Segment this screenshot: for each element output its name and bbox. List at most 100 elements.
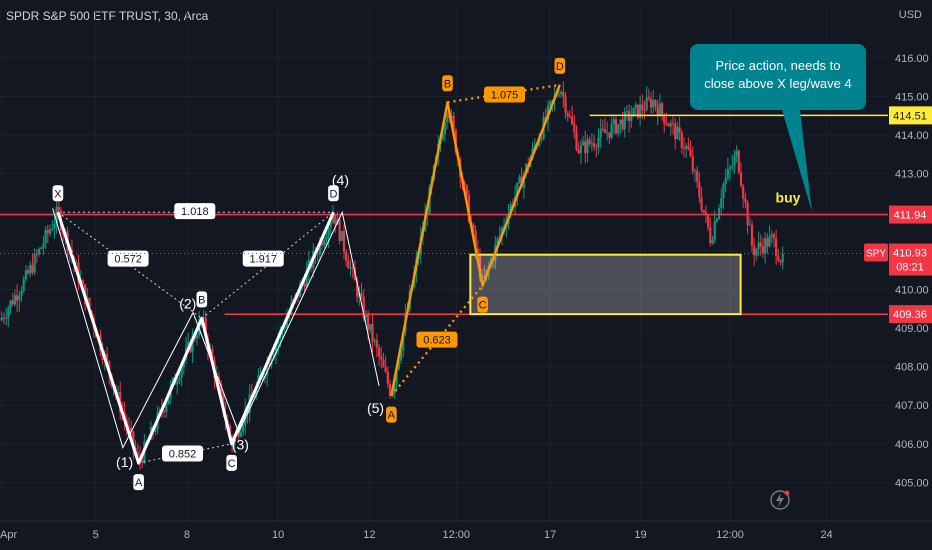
candle-body bbox=[239, 431, 242, 437]
x-tick-label: Apr bbox=[0, 529, 17, 541]
candle-body bbox=[658, 103, 661, 116]
candle-body bbox=[610, 124, 613, 138]
candle-body bbox=[619, 119, 622, 125]
x-tick-label: 12 bbox=[363, 529, 375, 541]
candle-body bbox=[182, 359, 185, 368]
candle-body bbox=[165, 404, 168, 413]
price-level-tag: 411.94 bbox=[889, 205, 932, 224]
price-level-tag-bg bbox=[889, 305, 932, 324]
white-ratio-label: 1.917 bbox=[242, 250, 284, 267]
orange-point-c-bg bbox=[477, 296, 488, 313]
candle-body bbox=[356, 280, 359, 297]
candle-body bbox=[303, 283, 306, 287]
lightning-icon[interactable] bbox=[770, 490, 790, 510]
candle-body bbox=[9, 300, 12, 309]
candle-body bbox=[777, 256, 780, 261]
orange-point-b: B bbox=[442, 75, 453, 92]
candle-body bbox=[757, 242, 760, 250]
candle-body bbox=[327, 227, 330, 237]
candle-body bbox=[590, 143, 593, 145]
candle-body bbox=[204, 317, 207, 338]
candle-body bbox=[116, 391, 120, 394]
candle-body bbox=[617, 124, 620, 134]
candle-body bbox=[305, 269, 308, 287]
candle-body bbox=[597, 137, 600, 148]
candle-body bbox=[380, 356, 383, 360]
wave-label: (3) bbox=[232, 437, 249, 453]
candle-body bbox=[11, 300, 14, 305]
white-point-c-bg bbox=[226, 454, 237, 471]
candle-body bbox=[465, 185, 468, 195]
price-level-tag-bg bbox=[889, 205, 932, 224]
symbol-tag-bg bbox=[864, 243, 888, 262]
orange-point-d: D bbox=[554, 57, 566, 74]
price-level-tag: 409.36 bbox=[889, 305, 932, 324]
candle-body bbox=[382, 359, 385, 368]
white-point-a: A bbox=[133, 474, 144, 491]
orange-pattern-legs bbox=[390, 84, 561, 396]
y-tick-label: 416.00 bbox=[895, 53, 929, 65]
candle-body bbox=[20, 291, 23, 296]
current-price-bg bbox=[889, 243, 932, 276]
wave-outline bbox=[52, 208, 380, 450]
candle-body bbox=[682, 147, 686, 149]
candle-body bbox=[674, 123, 677, 140]
candle-body bbox=[202, 317, 205, 319]
pattern-labels: X A B C D 1.018 0.572 1.917 0.852 A B C D 1.075 0.623 (… bbox=[52, 57, 801, 491]
candle-body bbox=[761, 246, 765, 254]
wave-label: (4) bbox=[332, 172, 349, 188]
candle-body bbox=[402, 331, 405, 351]
buy-label: buy bbox=[776, 190, 801, 206]
price-level-tag-text: 414.51 bbox=[893, 110, 927, 122]
orange-point-c-text: C bbox=[479, 300, 487, 312]
candle-body bbox=[371, 324, 374, 342]
candle-body bbox=[44, 229, 47, 244]
candle-body bbox=[57, 206, 60, 211]
candle-body bbox=[614, 119, 618, 134]
candle-body bbox=[338, 218, 341, 241]
candle-body bbox=[334, 215, 337, 225]
candle-body bbox=[715, 219, 718, 222]
candle-body bbox=[755, 249, 758, 256]
orange-ratio-label-bg bbox=[416, 331, 458, 348]
candle-body bbox=[748, 224, 751, 226]
candle-body bbox=[443, 122, 446, 135]
x-tick-label: 12:00 bbox=[716, 529, 744, 541]
symbol-tag-text: SPY bbox=[866, 249, 886, 260]
candle-body bbox=[737, 150, 740, 173]
orange-ratio-label: 0.623 bbox=[416, 331, 458, 348]
candle-body bbox=[678, 127, 681, 133]
candle-body bbox=[452, 115, 455, 130]
candle-body bbox=[369, 324, 372, 330]
candle-body bbox=[472, 224, 475, 231]
wave-label: (1) bbox=[116, 454, 133, 470]
price-axis: 405.00 406.00 407.00 408.00 409.00 410.00 411.… bbox=[0, 53, 932, 489]
x-tick-label: 5 bbox=[93, 529, 99, 541]
price-level-tag-bg bbox=[889, 106, 932, 125]
candle-body bbox=[579, 145, 582, 154]
candle-body bbox=[753, 245, 756, 256]
candle-body bbox=[704, 212, 708, 215]
candle-body bbox=[176, 381, 179, 385]
candle-body bbox=[538, 140, 541, 146]
orange-point-a: A bbox=[386, 406, 397, 423]
candle-body bbox=[33, 253, 36, 273]
white-ratio-label-text: 1.018 bbox=[181, 206, 209, 218]
white-point-b: B bbox=[196, 291, 208, 308]
candle-body bbox=[733, 156, 736, 166]
orange-point-d-text: D bbox=[556, 61, 564, 73]
candle-body bbox=[51, 228, 54, 230]
candle-body bbox=[2, 317, 6, 319]
candle-body bbox=[211, 349, 214, 361]
candle-body bbox=[645, 97, 648, 111]
x-tick-label: 8 bbox=[184, 529, 190, 541]
candle-body bbox=[722, 184, 725, 199]
candle-body bbox=[634, 104, 637, 108]
candle-body bbox=[154, 429, 157, 432]
candle-body bbox=[445, 113, 449, 123]
candle-body bbox=[575, 131, 578, 150]
candle-body bbox=[599, 128, 602, 138]
candle-body bbox=[709, 227, 712, 244]
candle-body bbox=[516, 182, 519, 197]
